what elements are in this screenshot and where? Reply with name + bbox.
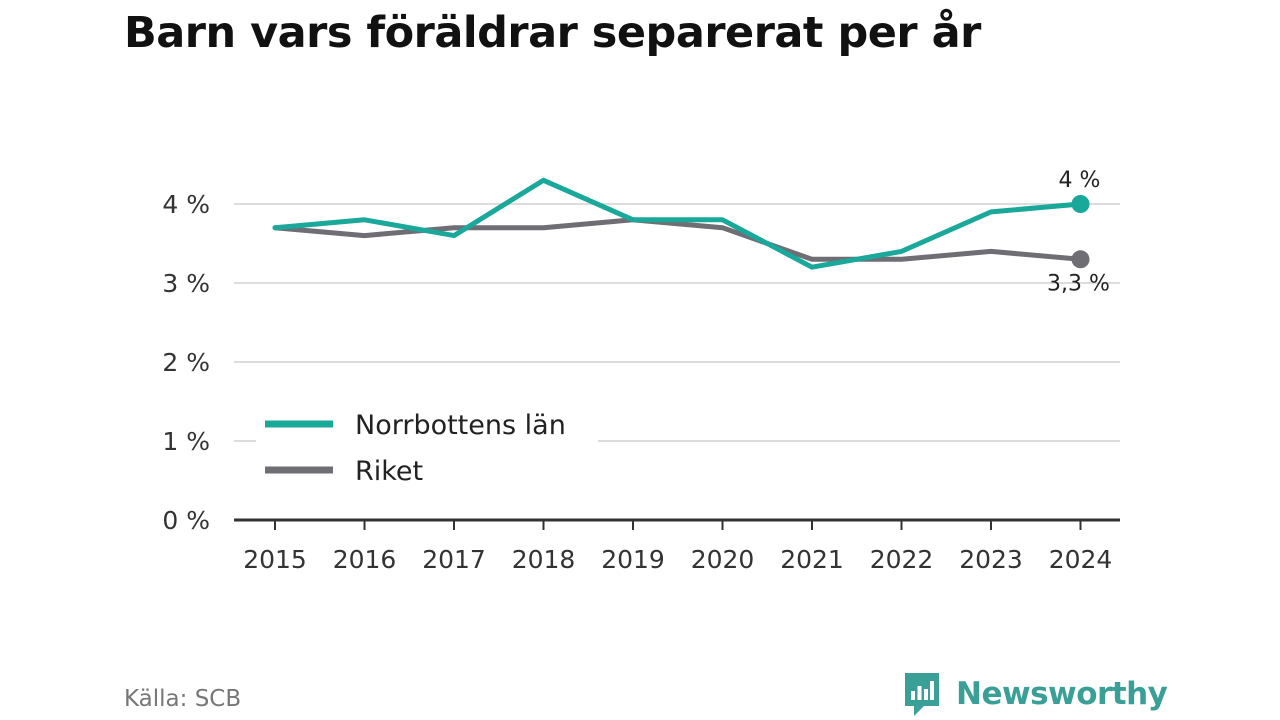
- legend: Norrbottens län Riket: [256, 404, 598, 500]
- series-end-point: [1071, 195, 1090, 213]
- x-tick-label: 2019: [601, 545, 665, 574]
- data-labels: 4 % 3,3 %: [1047, 168, 1110, 296]
- y-tick-label: 0 %: [162, 506, 210, 535]
- series-lines: [272, 177, 1090, 270]
- x-axis-ticks: 2015 2016 2017 2018 2019 2020 2021 2022 2023 2024: [243, 520, 1112, 574]
- y-tick-label: 3 %: [162, 269, 210, 298]
- brand: Newsworthy: [902, 670, 1168, 718]
- y-tick-label: 1 %: [162, 427, 210, 456]
- series-line: [272, 217, 1083, 262]
- x-tick-label: 2018: [512, 545, 576, 574]
- source-note: Källa: SCB: [124, 686, 242, 712]
- x-tick-label: 2021: [780, 545, 844, 574]
- y-axis-ticks: 0 % 1 % 2 % 3 % 4 %: [162, 190, 210, 535]
- newsworthy-logo-icon: [905, 673, 939, 716]
- x-tick-label: 2022: [870, 545, 934, 574]
- x-tick-label: 2023: [959, 545, 1023, 574]
- x-tick-label: 2017: [422, 545, 486, 574]
- x-tick-label: 2016: [333, 545, 397, 574]
- brand-name: Newsworthy: [956, 676, 1168, 712]
- chart-title: Barn vars föräldrar separerat per år: [124, 8, 981, 58]
- x-tick-label: 2020: [691, 545, 755, 574]
- legend-label: Norrbottens län: [355, 410, 566, 441]
- series-line: [272, 177, 1083, 270]
- y-tick-label: 2 %: [162, 348, 210, 377]
- series-end-point: [1071, 250, 1090, 269]
- y-tick-label: 4 %: [162, 190, 210, 219]
- series-end-label: 4 %: [1059, 168, 1101, 193]
- legend-background: [256, 404, 598, 500]
- series-end-label: 3,3 %: [1047, 271, 1110, 296]
- legend-label: Riket: [355, 456, 423, 487]
- x-tick-label: 2015: [243, 545, 307, 574]
- x-tick-label: 2024: [1049, 545, 1113, 574]
